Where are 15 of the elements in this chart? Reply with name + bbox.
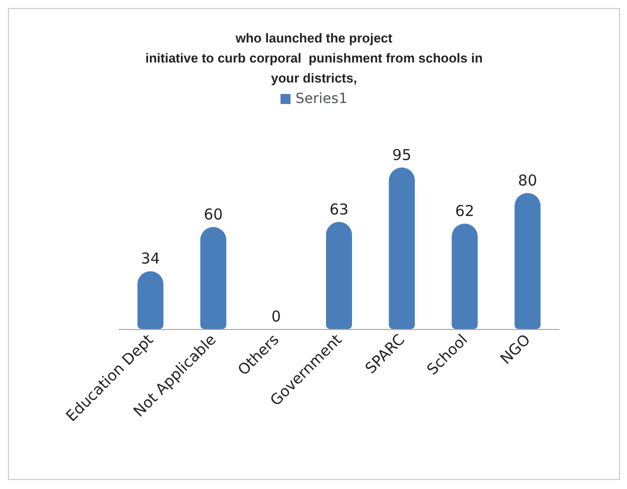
bar <box>452 224 478 329</box>
data-label: 95 <box>392 146 412 164</box>
data-label: 34 <box>140 250 160 268</box>
legend-label: Series1 <box>296 91 348 107</box>
data-label: 62 <box>455 202 474 220</box>
bar <box>137 271 164 329</box>
data-label: 0 <box>271 308 281 326</box>
data-label: 60 <box>204 206 223 224</box>
bar <box>326 222 352 329</box>
chart-title: who launched the project initiative to curb corporal punishment from schools in your districts, <box>145 30 483 86</box>
data-label: 80 <box>518 172 538 190</box>
data-label: 63 <box>329 200 349 218</box>
bar <box>388 168 415 329</box>
bar <box>200 227 226 329</box>
bar <box>514 193 541 329</box>
